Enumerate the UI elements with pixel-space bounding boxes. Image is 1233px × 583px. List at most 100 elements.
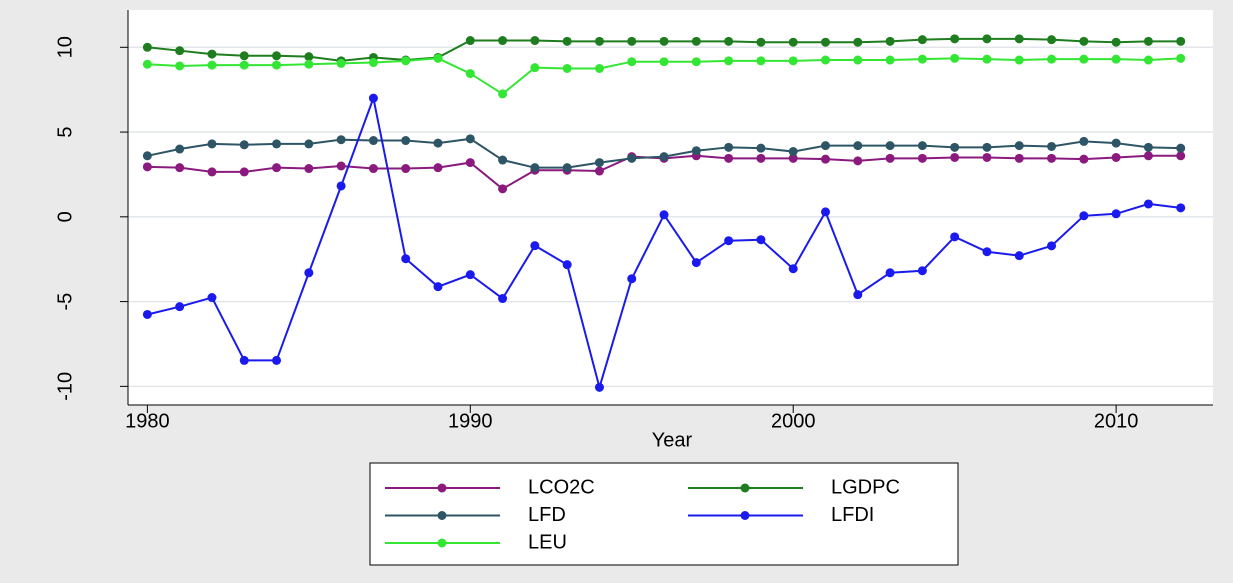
data-point	[498, 184, 508, 194]
data-point	[1014, 153, 1024, 163]
data-point	[336, 161, 346, 171]
data-point	[917, 153, 927, 163]
data-point	[1111, 37, 1121, 47]
data-point	[239, 355, 249, 365]
data-point	[788, 147, 798, 157]
y-tick-label: 10	[54, 36, 76, 58]
data-point	[239, 167, 249, 177]
data-point	[691, 258, 701, 268]
data-point	[465, 69, 475, 79]
data-point	[1079, 54, 1089, 64]
data-point	[821, 37, 830, 47]
data-point	[1047, 141, 1057, 151]
data-point	[853, 141, 863, 151]
data-point	[1176, 53, 1186, 63]
y-tick-label: -10	[54, 372, 76, 401]
data-point	[885, 153, 895, 163]
legend-marker	[437, 538, 447, 548]
data-point	[627, 153, 637, 163]
data-point	[788, 153, 798, 163]
data-point	[562, 36, 572, 46]
legend-label: LCO2C	[528, 476, 595, 498]
data-point	[304, 268, 314, 278]
data-point	[239, 140, 249, 150]
data-point	[1176, 203, 1186, 213]
data-point	[821, 207, 830, 217]
data-point	[1176, 151, 1186, 161]
data-point	[272, 51, 282, 61]
data-point	[336, 58, 346, 68]
data-point	[401, 56, 411, 66]
data-point	[691, 57, 701, 67]
data-point	[724, 56, 734, 66]
data-point	[207, 139, 217, 149]
data-point	[691, 36, 701, 46]
data-point	[756, 143, 766, 153]
data-point	[175, 302, 185, 312]
legend-label: LEU	[528, 531, 567, 553]
data-point	[465, 36, 475, 46]
data-point	[756, 37, 766, 47]
data-point	[1014, 141, 1024, 151]
data-point	[594, 158, 604, 168]
data-point	[1047, 35, 1057, 45]
data-point	[530, 163, 540, 173]
data-point	[207, 293, 217, 303]
data-point	[982, 142, 992, 152]
data-point	[465, 134, 475, 144]
data-point	[1143, 55, 1153, 65]
data-point	[1143, 151, 1153, 161]
data-point	[659, 152, 669, 162]
data-point	[950, 142, 960, 152]
data-point	[175, 163, 185, 173]
data-point	[336, 135, 346, 145]
legend-label: LFDI	[831, 504, 874, 526]
data-point	[175, 46, 185, 56]
data-point	[1111, 138, 1121, 148]
legend-label: LFD	[528, 504, 566, 526]
data-point	[917, 54, 927, 64]
data-point	[498, 36, 508, 46]
data-point	[724, 142, 734, 152]
data-point	[853, 37, 863, 47]
data-point	[304, 52, 314, 62]
data-point	[1143, 36, 1153, 46]
data-point	[1079, 36, 1089, 46]
data-point	[1079, 211, 1089, 221]
data-point	[659, 210, 669, 220]
data-point	[788, 56, 798, 66]
x-axis-title: Year	[652, 429, 693, 451]
data-point	[1111, 152, 1121, 162]
data-point	[239, 60, 249, 70]
data-point	[756, 235, 766, 245]
data-point	[885, 36, 895, 46]
data-point	[1111, 209, 1121, 219]
data-point	[368, 58, 378, 68]
data-point	[1047, 241, 1057, 251]
data-point	[724, 153, 734, 163]
data-point	[1143, 199, 1153, 209]
data-point	[272, 163, 282, 173]
data-point	[401, 136, 411, 146]
data-point	[1079, 154, 1089, 164]
data-point	[272, 60, 282, 70]
data-point	[562, 63, 572, 73]
data-point	[304, 139, 314, 149]
data-point	[433, 53, 443, 63]
data-point	[982, 54, 992, 64]
data-point	[659, 36, 669, 46]
data-point	[401, 254, 411, 264]
data-point	[304, 59, 314, 69]
data-point	[465, 158, 475, 168]
data-point	[368, 93, 378, 103]
legend-label: LGDPC	[831, 476, 900, 498]
data-point	[530, 36, 540, 46]
data-point	[433, 163, 443, 173]
data-point	[142, 162, 152, 172]
data-point	[982, 152, 992, 162]
data-point	[530, 241, 540, 251]
legend-marker	[740, 511, 750, 520]
data-point	[304, 164, 314, 174]
data-point	[207, 49, 217, 59]
